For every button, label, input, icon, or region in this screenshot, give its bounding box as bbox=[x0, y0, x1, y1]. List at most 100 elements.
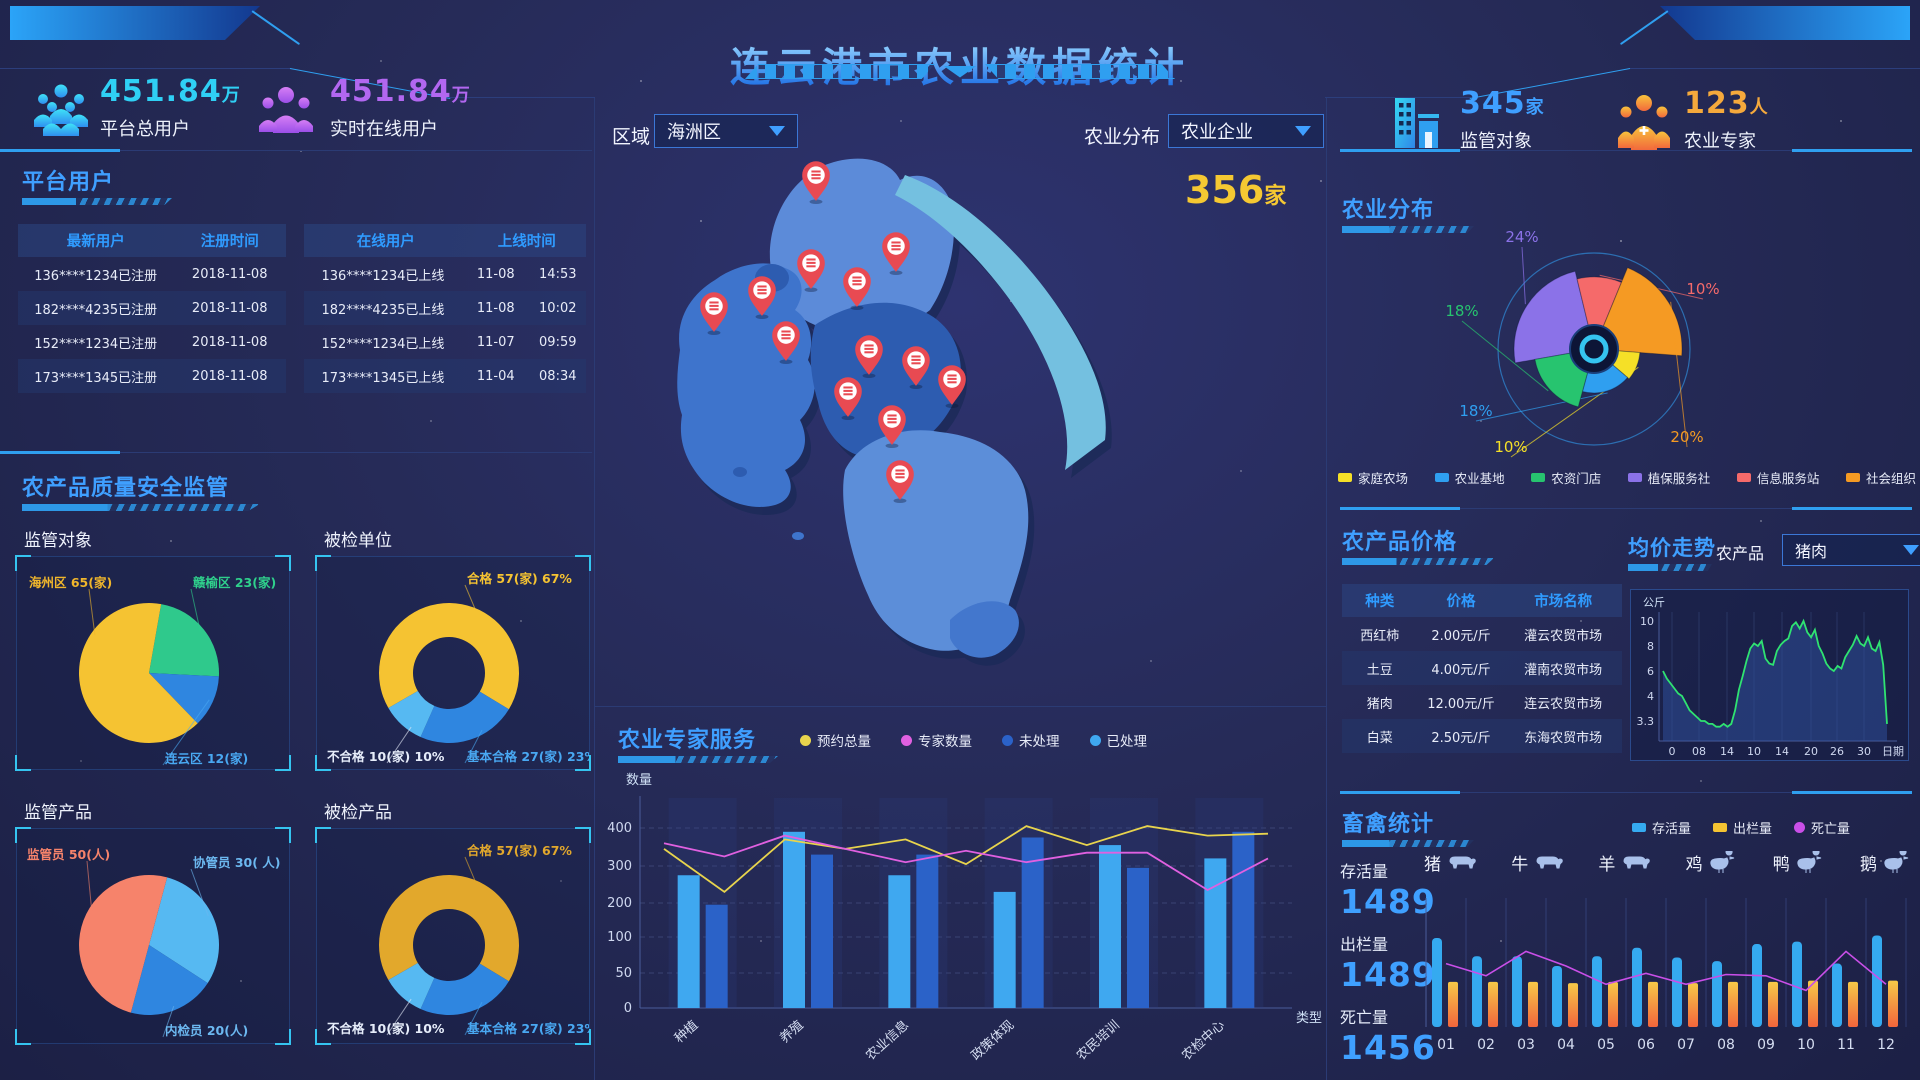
section-underline-quality bbox=[22, 504, 260, 511]
legend-item-已处理[interactable]: 已处理 bbox=[1089, 730, 1148, 750]
map-pin-12[interactable] bbox=[886, 460, 914, 504]
map-pin-10[interactable] bbox=[834, 377, 862, 421]
map-pin-0[interactable] bbox=[802, 161, 830, 205]
table-cell: 09:59 bbox=[539, 334, 577, 350]
distribution-select[interactable]: 农业企业 bbox=[1168, 114, 1324, 148]
pie-slice-监管员 bbox=[79, 875, 168, 1013]
bar-出栏量 bbox=[1848, 981, 1858, 1027]
bar-未处理 bbox=[1021, 837, 1044, 1008]
pie-label-line bbox=[464, 584, 478, 614]
x-axis-label: 类型 bbox=[1296, 1011, 1322, 1026]
bar-出栏量 bbox=[1728, 981, 1738, 1027]
map-pin-3[interactable] bbox=[748, 276, 776, 320]
expert-service-legend: 预约总量 专家数量 未处理 已处理 bbox=[800, 730, 1147, 750]
bar-存活量 bbox=[1592, 956, 1602, 1027]
bar-存活量 bbox=[1792, 941, 1802, 1027]
map-pin-8[interactable] bbox=[902, 346, 930, 390]
trend-product-select[interactable]: 猪肉 bbox=[1782, 534, 1920, 566]
animal-item-牛: 牛 bbox=[1511, 850, 1563, 875]
region-select-label: 区域 bbox=[612, 126, 651, 148]
table-cell: 182****4235已上线 bbox=[321, 302, 445, 318]
rose-percent-label: 20% bbox=[1670, 428, 1703, 446]
map-pin-6[interactable] bbox=[772, 321, 800, 365]
header-right-wing-decoration bbox=[1660, 6, 1910, 40]
map-pin-9[interactable] bbox=[938, 365, 966, 409]
trend-select-label: 农产品 bbox=[1716, 544, 1765, 563]
map-pin-7[interactable] bbox=[855, 335, 883, 379]
corner-bracket bbox=[275, 555, 291, 571]
region-select[interactable]: 海洲区 bbox=[654, 114, 798, 148]
legend-item-植保服务社[interactable]: 植保服务社 bbox=[1627, 468, 1710, 487]
star-field bbox=[0, 0, 2, 2]
legend-marker bbox=[1434, 473, 1449, 482]
column-header: 价格 bbox=[1446, 594, 1476, 610]
stat-total-users-value: 451.84 bbox=[100, 74, 222, 109]
legend-item-信息服务站[interactable]: 信息服务站 bbox=[1736, 468, 1819, 487]
map-pin-2[interactable] bbox=[882, 232, 910, 276]
corner-bracket bbox=[315, 555, 331, 571]
legend-item-家庭农场[interactable]: 家庭农场 bbox=[1338, 468, 1408, 487]
corner-bracket bbox=[15, 1029, 31, 1045]
table-cell: 136****1234已上线 bbox=[321, 268, 445, 284]
legend-item-农资门店[interactable]: 农资门店 bbox=[1531, 468, 1601, 487]
column-header: 市场名称 bbox=[1534, 594, 1593, 610]
map-pin-5[interactable] bbox=[843, 267, 871, 311]
x-category-label: 01 bbox=[1437, 1037, 1455, 1053]
center-divider bbox=[595, 706, 1326, 707]
table-cell: 2018-11-08 bbox=[191, 300, 268, 316]
header-hline-right2 bbox=[1325, 97, 1471, 98]
legend-label: 已处理 bbox=[1106, 734, 1148, 750]
table-cell: 14:53 bbox=[539, 266, 577, 282]
map-pin-4[interactable] bbox=[700, 292, 728, 336]
table-cell: 2018-11-08 bbox=[191, 266, 268, 282]
bar-存活量 bbox=[1432, 937, 1442, 1027]
pie-label-line bbox=[162, 1006, 175, 1038]
pie-label: 监管员 50(人) bbox=[27, 847, 110, 862]
map-pin-1[interactable] bbox=[797, 249, 825, 293]
table-cell: 10:02 bbox=[539, 300, 577, 316]
legend-item-存活量[interactable]: 存活量 bbox=[1632, 818, 1691, 837]
pie-slice-内检员 bbox=[130, 945, 208, 1015]
map-pin-11[interactable] bbox=[878, 405, 906, 449]
pie-slice-合格 bbox=[379, 875, 519, 982]
legend-item-出栏量[interactable]: 出栏量 bbox=[1713, 818, 1772, 837]
legend-marker bbox=[1002, 734, 1013, 746]
distribution-select-label: 农业分布 bbox=[1084, 126, 1161, 148]
pie-label: 不合格 10(家) 10% bbox=[327, 1021, 445, 1036]
animal-item-羊: 羊 bbox=[1598, 850, 1651, 875]
header-hline-right bbox=[1630, 68, 1920, 69]
animal-label: 鸡 bbox=[1685, 855, 1703, 875]
x-category-label: 农民培训 bbox=[1073, 1017, 1122, 1064]
header-hline-left bbox=[0, 68, 290, 69]
card-title-supervise-products: 监管产品 bbox=[24, 803, 92, 823]
map-district-3 bbox=[810, 302, 961, 458]
x-category-label: 05 bbox=[1597, 1037, 1615, 1053]
agri-distribution-rose-chart: 24%10%20%10%18%18% bbox=[1445, 228, 1720, 458]
pie-label: 内检员 20(人) bbox=[165, 1023, 248, 1038]
legend-item-农业基地[interactable]: 农业基地 bbox=[1434, 468, 1505, 487]
legend-item-死亡量[interactable]: 死亡量 bbox=[1794, 818, 1850, 837]
legend-item-未处理[interactable]: 未处理 bbox=[1002, 730, 1060, 750]
legend-item-专家数量[interactable]: 专家数量 bbox=[901, 730, 972, 750]
y-axis-label: 数量 bbox=[626, 773, 652, 788]
rose-percent-label: 10% bbox=[1686, 280, 1719, 298]
map-district-0 bbox=[769, 158, 954, 334]
left-divider-1 bbox=[0, 149, 592, 152]
building-icon bbox=[1395, 98, 1439, 148]
column-header: 在线用户 bbox=[356, 234, 415, 250]
legend-item-预约总量[interactable]: 预约总量 bbox=[800, 730, 871, 750]
table-row: 土豆 4.00元/斤 灌南农贸市场 bbox=[1342, 651, 1622, 685]
livestock-stat-label: 出栏量 bbox=[1340, 935, 1389, 954]
bar-未处理 bbox=[1232, 831, 1255, 1008]
legend-marker bbox=[1845, 473, 1860, 482]
animal-row: 猪牛羊鸡鸭鹅 bbox=[1424, 850, 1912, 875]
animal-item-鸡: 鸡 bbox=[1686, 850, 1738, 875]
rose-label-line bbox=[1670, 301, 1688, 448]
corner-bracket bbox=[275, 755, 291, 771]
rose-percent-label: 24% bbox=[1505, 228, 1538, 246]
table-row: 136****1234已上线 11-08 14:53 bbox=[304, 257, 586, 291]
table-cell: 连云农贸市场 bbox=[1524, 696, 1603, 712]
legend-item-社会组织[interactable]: 社会组织 bbox=[1845, 468, 1916, 487]
y-tick-label: 100 bbox=[607, 930, 632, 945]
rose-percent-label: 10% bbox=[1494, 438, 1527, 456]
